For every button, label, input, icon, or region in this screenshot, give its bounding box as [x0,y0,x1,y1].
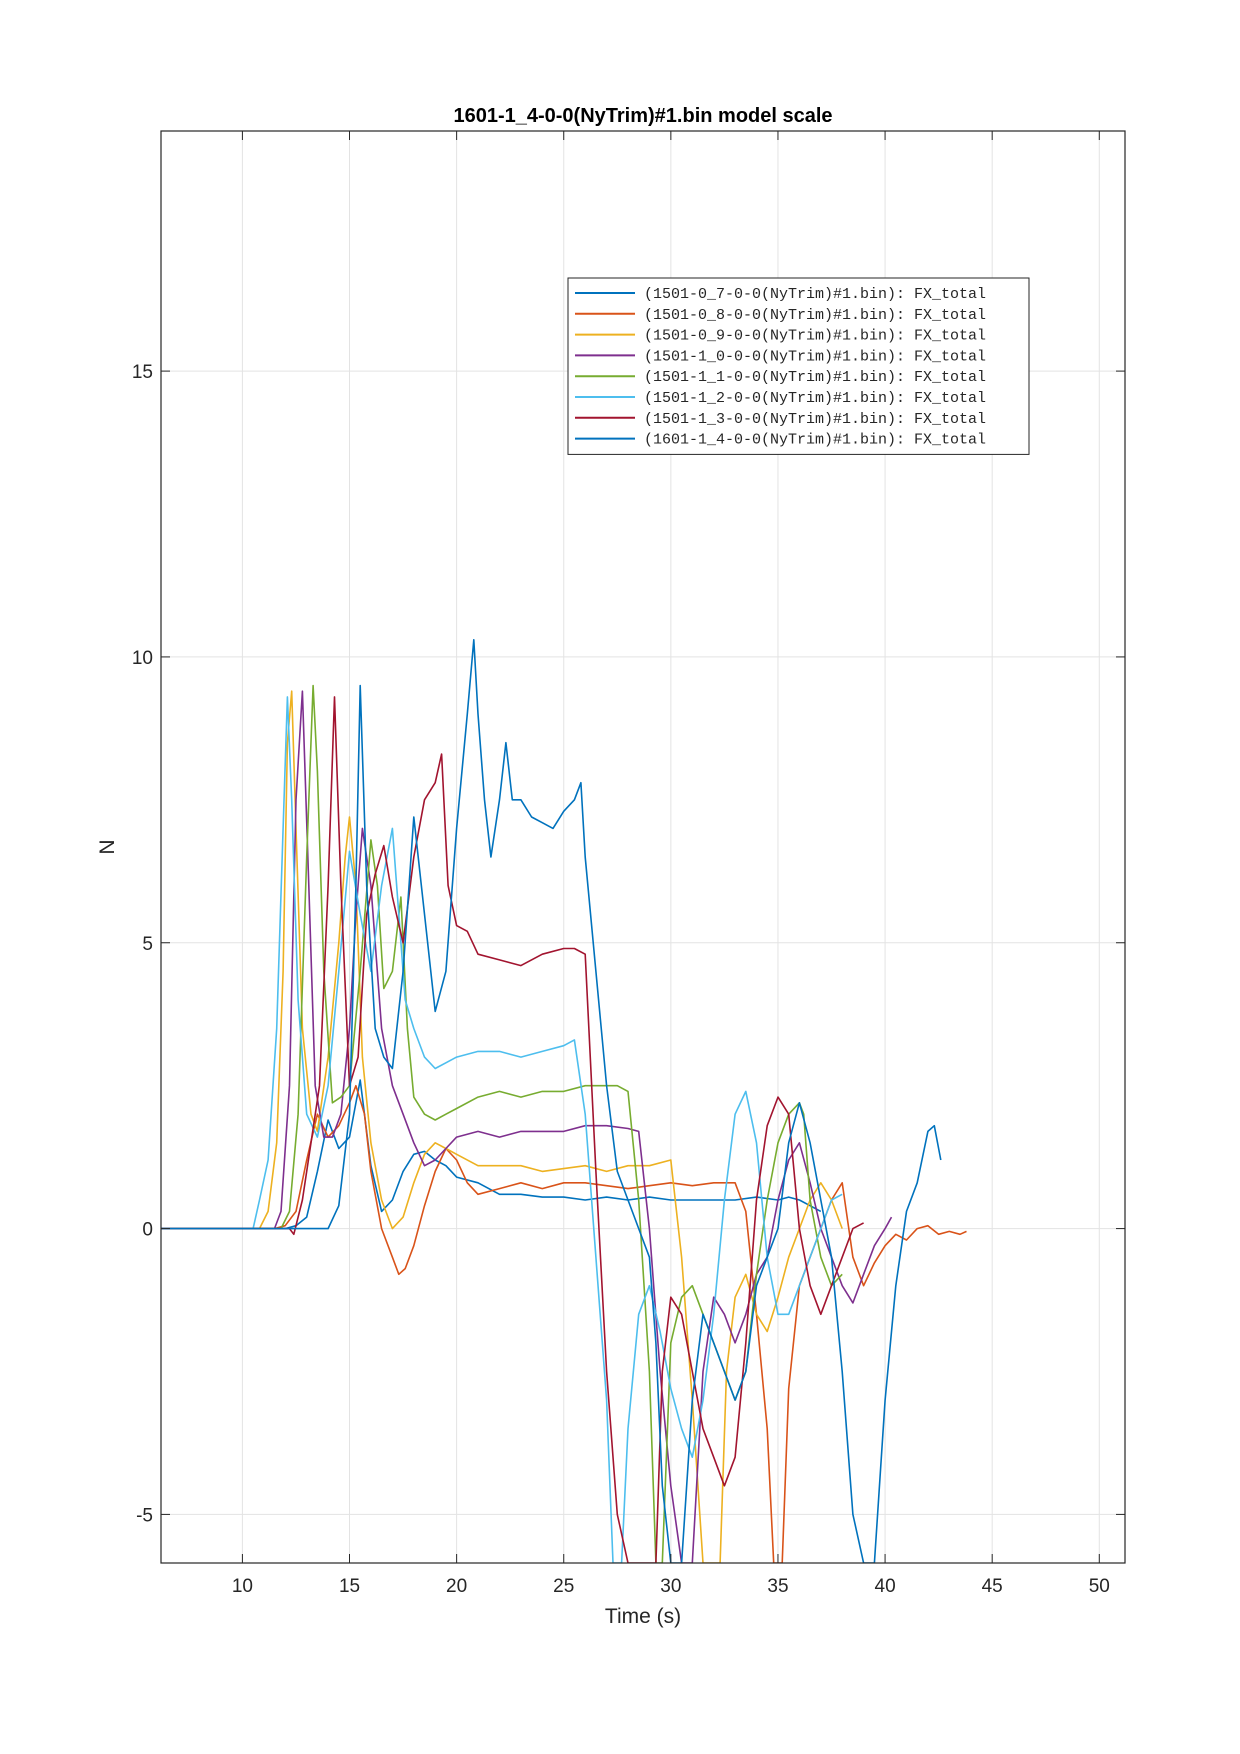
x-tick-label: 10 [232,1576,253,1597]
legend-label: (1501-1_3-0-0(NyTrim)#1.bin): FX_total [644,411,986,428]
y-tick-label: 10 [132,648,153,669]
series-line-8 [161,639,942,1563]
x-tick-label: 15 [339,1576,360,1597]
x-tick-label: 50 [1089,1576,1110,1597]
series-layer [161,639,967,1563]
legend-label: (1501-1_1-0-0(NyTrim)#1.bin): FX_total [644,369,986,386]
y-tick-label: 5 [142,934,153,955]
x-tick-label: 20 [446,1576,467,1597]
chart-title: 1601-1_4-0-0(NyTrim)#1.bin model scale [453,105,832,127]
y-axis-label: N [96,839,119,854]
series-line-5 [161,684,843,1563]
x-tick-label: 25 [553,1576,574,1597]
legend-label: (1501-0_7-0-0(NyTrim)#1.bin): FX_total [644,286,986,303]
axes-frame [160,130,1126,1564]
series-line-6 [161,696,843,1563]
legend-label: (1501-1_2-0-0(NyTrim)#1.bin): FX_total [644,390,986,407]
series-line-4 [161,690,893,1563]
ticks: 10 15 20 25 30 35 40 45 50 -5 0 5 10 15 [132,131,1125,1597]
x-axis-label: Time (s) [605,1605,681,1628]
y-tick-label: -5 [136,1505,153,1526]
y-tick-label: 0 [142,1220,153,1241]
legend-label: (1501-1_0-0-0(NyTrim)#1.bin): FX_total [644,348,986,365]
legend-label: (1501-0_8-0-0(NyTrim)#1.bin): FX_total [644,307,986,324]
series-line-7 [161,696,864,1563]
x-tick-label: 35 [767,1576,788,1597]
legend-label: (1501-0_9-0-0(NyTrim)#1.bin): FX_total [644,328,986,345]
legend: (1501-0_7-0-0(NyTrim)#1.bin): FX_total (1… [567,277,1030,455]
series-line-1 [161,1079,822,1230]
x-tick-label: 45 [982,1576,1003,1597]
legend-box [567,277,1030,455]
y-tick-label: 15 [132,362,153,383]
series-line-2 [161,1084,967,1563]
legend-label: (1601-1_4-0-0(NyTrim)#1.bin): FX_total [644,432,986,449]
x-tick-label: 40 [875,1576,896,1597]
x-tick-label: 30 [660,1576,681,1597]
